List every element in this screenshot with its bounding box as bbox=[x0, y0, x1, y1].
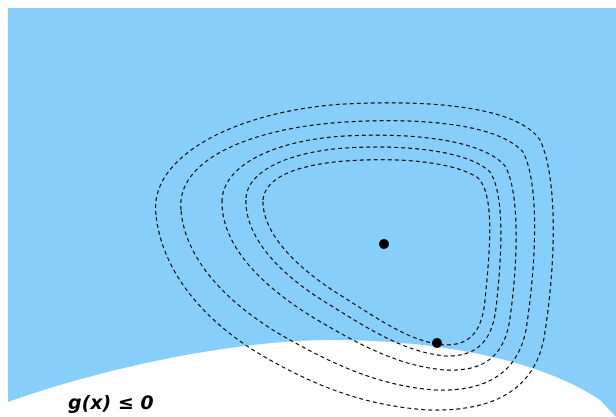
contour-line-3 bbox=[221, 134, 517, 371]
constraint-boundary-region bbox=[8, 340, 616, 417]
constraint-region-label: g(x) ≤ 0 bbox=[68, 392, 154, 414]
contour-lines bbox=[155, 102, 554, 411]
contour-line-1 bbox=[262, 159, 491, 346]
constrained-minimum-point bbox=[432, 338, 442, 348]
contour-line-4 bbox=[180, 120, 536, 391]
unconstrained-minimum-point bbox=[379, 239, 389, 249]
contour-line-5 bbox=[155, 102, 554, 411]
contour-line-2 bbox=[245, 146, 502, 357]
